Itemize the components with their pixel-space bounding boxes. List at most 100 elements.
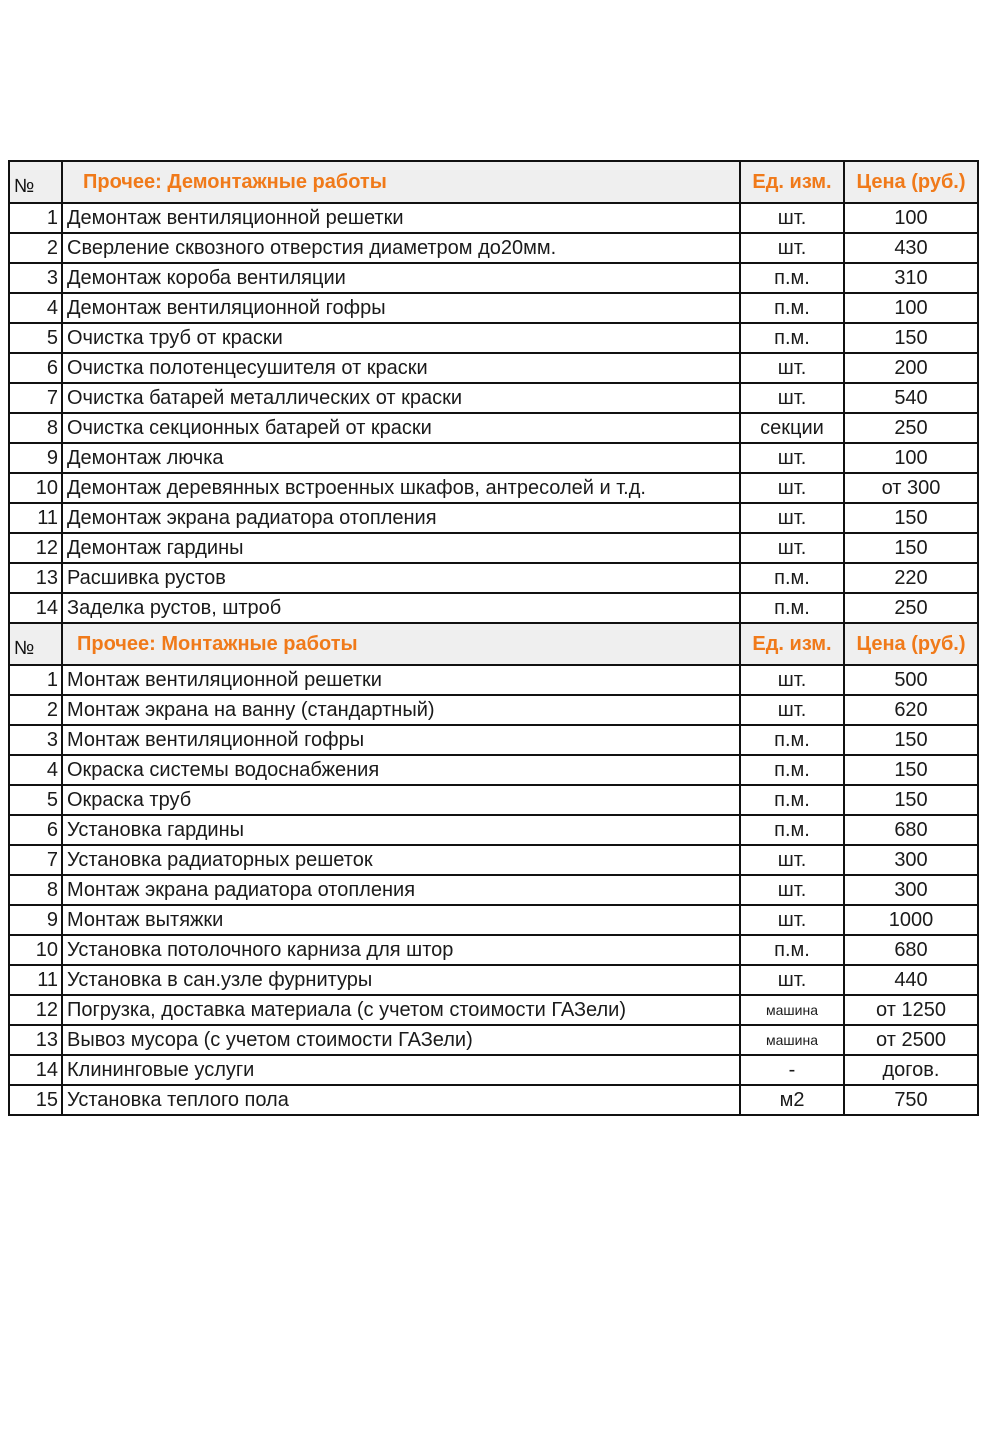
row-number: 9: [8, 442, 63, 474]
unit: п.м.: [739, 724, 845, 756]
section-title: Прочее: Монтажные работы: [61, 622, 741, 666]
table-row: 12 Демонтаж гардины шт. 150: [8, 532, 979, 564]
price: от 300: [843, 472, 979, 504]
table-row: 8 Монтаж экрана радиатора отопления шт. 300: [8, 874, 979, 906]
row-number: 3: [8, 262, 63, 294]
row-number: 14: [8, 1054, 63, 1086]
unit: п.м.: [739, 322, 845, 354]
price-column-header: Цена (руб.): [843, 160, 979, 204]
row-number: 4: [8, 292, 63, 324]
row-number: 13: [8, 562, 63, 594]
price: 100: [843, 442, 979, 474]
price: 680: [843, 934, 979, 966]
price: 100: [843, 292, 979, 324]
table-row: 3 Монтаж вентиляционной гофры п.м. 150: [8, 724, 979, 756]
unit-column-header: Ед. изм.: [739, 622, 845, 666]
unit: п.м.: [739, 292, 845, 324]
table-row: 8 Очистка секционных батарей от краски сек…: [8, 412, 979, 444]
table-row: 2 Монтаж экрана на ванну (стандартный) шт.…: [8, 694, 979, 726]
service-name: Установка теплого пола: [61, 1084, 741, 1116]
service-name: Очистка батарей металлических от краски: [61, 382, 741, 414]
price: от 1250: [843, 994, 979, 1026]
row-number: 11: [8, 964, 63, 996]
service-name: Монтаж вентиляционной гофры: [61, 724, 741, 756]
unit: секции: [739, 412, 845, 444]
unit: шт.: [739, 694, 845, 726]
price: 100: [843, 202, 979, 234]
price: 220: [843, 562, 979, 594]
row-number: 12: [8, 994, 63, 1026]
unit: п.м.: [739, 814, 845, 846]
row-number: 8: [8, 412, 63, 444]
price-table: № Прочее: Демонтажные работы Ед. изм. Цена …: [8, 160, 979, 1116]
service-name: Монтаж экрана на ванну (стандартный): [61, 694, 741, 726]
price: 1000: [843, 904, 979, 936]
table-row: 9 Монтаж вытяжки шт. 1000: [8, 904, 979, 936]
service-name: Монтаж экрана радиатора отопления: [61, 874, 741, 906]
table-row: 10 Демонтаж деревянных встроенных шкафов,…: [8, 472, 979, 504]
price: 150: [843, 532, 979, 564]
table-row: 14 Клининговые услуги - догов.: [8, 1054, 979, 1086]
price: 300: [843, 844, 979, 876]
service-name: Окраска труб: [61, 784, 741, 816]
table-row: 6 Очистка полотенцесушителя от краски шт. 2…: [8, 352, 979, 384]
row-number: 14: [8, 592, 63, 624]
price: 250: [843, 592, 979, 624]
unit: шт.: [739, 202, 845, 234]
table-row: 3 Демонтаж короба вентиляции п.м. 310: [8, 262, 979, 294]
unit: машина: [739, 994, 845, 1026]
service-name: Демонтаж вентиляционной гофры: [61, 292, 741, 324]
table-row: 12 Погрузка, доставка материала (с учетом…: [8, 994, 979, 1026]
row-number: 4: [8, 754, 63, 786]
unit: п.м.: [739, 754, 845, 786]
price: 540: [843, 382, 979, 414]
price: 500: [843, 664, 979, 696]
price: 150: [843, 724, 979, 756]
row-number: 1: [8, 664, 63, 696]
unit: п.м.: [739, 592, 845, 624]
price: 680: [843, 814, 979, 846]
number-column-header: №: [8, 160, 63, 204]
unit: шт.: [739, 904, 845, 936]
price: 430: [843, 232, 979, 264]
row-number: 5: [8, 784, 63, 816]
table-row: 5 Очистка труб от краски п.м. 150: [8, 322, 979, 354]
unit: шт.: [739, 502, 845, 534]
section-title: Прочее: Демонтажные работы: [61, 160, 741, 204]
unit: п.м.: [739, 784, 845, 816]
service-name: Установка радиаторных решеток: [61, 844, 741, 876]
row-number: 10: [8, 934, 63, 966]
unit: м2: [739, 1084, 845, 1116]
table-row: 11 Демонтаж экрана радиатора отопления шт.…: [8, 502, 979, 534]
table-row: 15 Установка теплого пола м2 750: [8, 1084, 979, 1116]
unit: шт.: [739, 472, 845, 504]
price: 150: [843, 754, 979, 786]
price: 150: [843, 784, 979, 816]
service-name: Установка гардины: [61, 814, 741, 846]
row-number: 1: [8, 202, 63, 234]
row-number: 11: [8, 502, 63, 534]
table-row: 1 Демонтаж вентиляционной решетки шт. 100: [8, 202, 979, 234]
unit-column-header: Ед. изм.: [739, 160, 845, 204]
price: 200: [843, 352, 979, 384]
service-name: Клининговые услуги: [61, 1054, 741, 1086]
service-name: Сверление сквозного отверстия диаметром …: [61, 232, 741, 264]
table-row: 14 Заделка рустов, штроб п.м. 250: [8, 592, 979, 624]
price: 750: [843, 1084, 979, 1116]
table-row: 13 Вывоз мусора (с учетом стоимости ГАЗел…: [8, 1024, 979, 1056]
service-name: Демонтаж короба вентиляции: [61, 262, 741, 294]
price: догов.: [843, 1054, 979, 1086]
row-number: 2: [8, 694, 63, 726]
price: 440: [843, 964, 979, 996]
price: 300: [843, 874, 979, 906]
row-number: 6: [8, 352, 63, 384]
row-number: 5: [8, 322, 63, 354]
price: 310: [843, 262, 979, 294]
unit: машина: [739, 1024, 845, 1056]
unit: п.м.: [739, 262, 845, 294]
service-name: Заделка рустов, штроб: [61, 592, 741, 624]
service-name: Установка потолочного карниза для штор: [61, 934, 741, 966]
price: 150: [843, 322, 979, 354]
table-row: 4 Демонтаж вентиляционной гофры п.м. 100: [8, 292, 979, 324]
unit: шт.: [739, 352, 845, 384]
